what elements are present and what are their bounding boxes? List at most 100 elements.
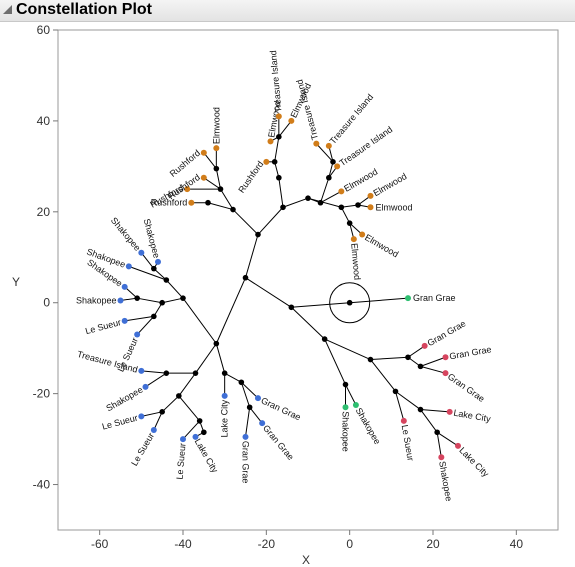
leaf-point[interactable] — [255, 395, 261, 402]
tree-node[interactable] — [346, 220, 353, 226]
tree-node[interactable] — [288, 304, 295, 311]
leaf-point[interactable] — [184, 186, 191, 193]
leaf-point[interactable] — [313, 140, 320, 147]
tree-node[interactable] — [134, 295, 140, 301]
tree-node[interactable] — [201, 429, 207, 436]
tree-node[interactable] — [159, 409, 165, 415]
tree-node[interactable] — [217, 186, 224, 192]
leaf-point[interactable] — [350, 236, 357, 243]
leaf-point[interactable] — [142, 383, 149, 390]
leaf-point[interactable] — [200, 149, 207, 156]
leaf-point[interactable] — [150, 427, 157, 433]
tree-node[interactable] — [405, 354, 411, 361]
tree-node[interactable] — [317, 199, 324, 206]
tree-node[interactable] — [151, 265, 157, 272]
leaf-edge — [315, 143, 334, 163]
tree-node[interactable] — [280, 204, 286, 211]
leaf-point[interactable] — [367, 204, 374, 211]
leaf-point[interactable] — [455, 442, 461, 449]
leaf-label: Lake City — [220, 399, 230, 437]
tree-node[interactable] — [346, 299, 353, 306]
leaf-point[interactable] — [352, 402, 359, 408]
x-axis-label: X — [302, 553, 310, 567]
leaf-point[interactable] — [117, 297, 124, 304]
tree-node[interactable] — [163, 370, 170, 376]
tree-edge — [324, 338, 346, 385]
leaf-point[interactable] — [242, 433, 249, 440]
leaf-point[interactable] — [125, 263, 132, 270]
leaf-point[interactable] — [155, 258, 161, 265]
tree-node[interactable] — [271, 159, 278, 165]
leaf-point[interactable] — [288, 117, 295, 124]
tree-node[interactable] — [242, 274, 249, 281]
leaf-point[interactable] — [188, 199, 195, 206]
leaf-point[interactable] — [359, 231, 366, 238]
tree-node[interactable] — [338, 204, 345, 211]
leaf-point[interactable] — [442, 370, 449, 377]
tree-node[interactable] — [221, 370, 228, 376]
leaf-point[interactable] — [405, 295, 411, 302]
tree-node[interactable] — [355, 202, 361, 208]
tree-node[interactable] — [326, 174, 332, 181]
leaf-point[interactable] — [134, 331, 141, 338]
leaf-point[interactable] — [121, 317, 128, 324]
leaf-label: Le Sueur — [101, 413, 139, 432]
tree-node[interactable] — [255, 231, 261, 238]
leaf-point[interactable] — [192, 433, 199, 440]
leaf-point[interactable] — [438, 454, 445, 461]
leaf-point[interactable] — [334, 163, 341, 170]
tree-edge — [320, 177, 330, 203]
tree-edge — [182, 297, 217, 344]
tree-node[interactable] — [321, 336, 328, 342]
tree-node[interactable] — [192, 370, 199, 376]
tree-node[interactable] — [342, 381, 349, 388]
tree-node[interactable] — [176, 393, 182, 399]
leaf-point[interactable] — [138, 249, 145, 256]
tree-node[interactable] — [392, 388, 399, 395]
leaf-point[interactable] — [267, 138, 274, 145]
tree-node[interactable] — [367, 356, 374, 363]
tree-node[interactable] — [417, 406, 424, 413]
leaf-point[interactable] — [259, 420, 266, 427]
tree-node[interactable] — [434, 429, 440, 436]
leaf-point[interactable] — [121, 283, 128, 290]
tree-node[interactable] — [246, 404, 253, 411]
tree-node[interactable] — [305, 195, 311, 201]
leaf-label: Shakopee — [354, 406, 383, 446]
tree-node[interactable] — [330, 159, 336, 165]
leaf-point[interactable] — [263, 158, 270, 165]
leaf-point[interactable] — [446, 408, 453, 415]
leaf-point[interactable] — [325, 142, 332, 149]
tree-node[interactable] — [230, 206, 236, 213]
tree-node[interactable] — [276, 174, 282, 181]
leaf-point[interactable] — [221, 392, 228, 399]
leaf-point[interactable] — [138, 367, 145, 374]
leaf-point[interactable] — [442, 354, 449, 361]
leaf-point[interactable] — [421, 342, 428, 349]
tree-node[interactable] — [159, 299, 165, 306]
leaf-point[interactable] — [367, 192, 374, 199]
leaf-edge — [245, 407, 251, 437]
tree-node[interactable] — [163, 277, 170, 283]
leaf-point[interactable] — [342, 404, 349, 411]
tree-node[interactable] — [196, 418, 203, 424]
leaf-label: Le Sueur — [129, 431, 156, 468]
leaf-point[interactable] — [180, 436, 186, 443]
leaf-point[interactable] — [200, 174, 207, 181]
collapse-disclosure-icon[interactable] — [3, 5, 12, 14]
leaf-point[interactable] — [338, 188, 345, 195]
tree-node[interactable] — [276, 134, 282, 140]
highlight-circle[interactable] — [329, 282, 371, 324]
leaf-point[interactable] — [275, 113, 282, 120]
leaf-point[interactable] — [400, 417, 407, 424]
tree-node[interactable] — [238, 379, 245, 386]
tree-node[interactable] — [205, 199, 211, 206]
leaf-point[interactable] — [138, 413, 145, 420]
tree-node[interactable] — [180, 295, 186, 301]
tree-node[interactable] — [417, 363, 424, 370]
leaf-point[interactable] — [213, 145, 220, 152]
tree-node[interactable] — [213, 165, 220, 172]
tree-node[interactable] — [151, 313, 157, 320]
leaf-label: Gran Grae — [413, 293, 456, 303]
tree-node[interactable] — [213, 340, 220, 347]
